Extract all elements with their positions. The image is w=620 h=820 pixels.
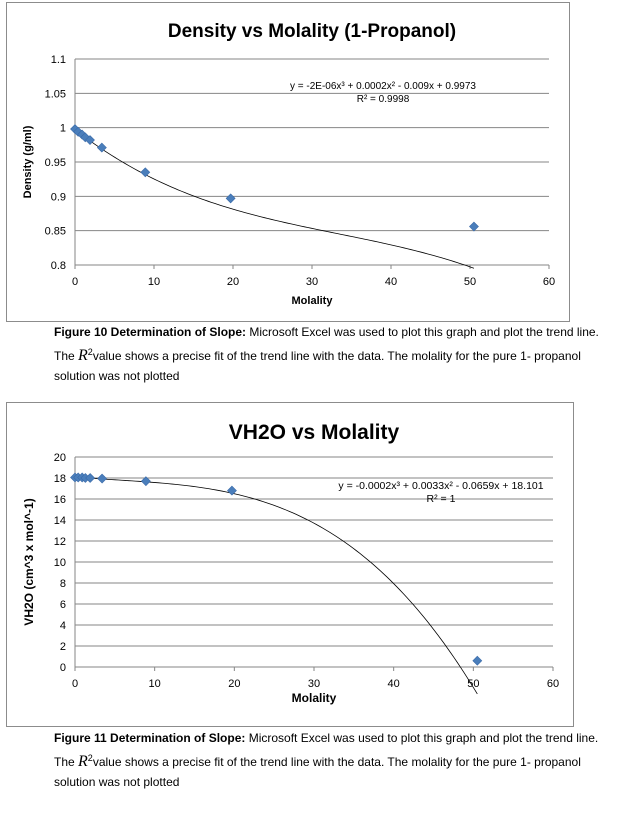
trendline xyxy=(74,476,478,695)
y-tick-label: 0.9 xyxy=(51,191,66,203)
x-tick-label: 30 xyxy=(308,678,320,690)
x-tick-label: 60 xyxy=(543,276,555,288)
y-axis-label: Density (g/ml) xyxy=(22,125,34,198)
x-tick-label: 40 xyxy=(385,276,397,288)
x-tick-label: 50 xyxy=(467,678,479,690)
data-point xyxy=(225,193,236,204)
trendline-equation: y = -2E-06x³ + 0.0002x² - 0.009x + 0.997… xyxy=(290,81,476,92)
y-axis-label: VH2O (cm^3 x mol^-1) xyxy=(22,498,36,625)
figure-11-caption: Figure 11 Determination of Slope: Micros… xyxy=(54,728,614,792)
r-squared-symbol: R xyxy=(78,753,88,770)
y-tick-label: 18 xyxy=(54,473,66,485)
trendline xyxy=(74,129,475,269)
data-point xyxy=(227,485,237,496)
caption-text-a: Microsoft Excel was used to plot this gr… xyxy=(54,325,599,363)
y-tick-label: 2 xyxy=(60,641,66,653)
y-tick-label: 20 xyxy=(54,452,66,464)
r-squared-exponent: 2 xyxy=(87,753,93,763)
y-tick-label: 0 xyxy=(60,662,66,674)
y-tick-label: 1 xyxy=(60,123,66,135)
y-tick-label: 0.95 xyxy=(45,157,66,169)
r-squared-exponent: 2 xyxy=(87,347,93,357)
x-axis-label: Molality xyxy=(292,691,337,705)
chart-title: VH2O vs Molality xyxy=(229,421,400,444)
vh2o-chart-svg: VH2O vs Molality 0 2 4 6 8 10 12 14 16 18 20 0 10 20 30… xyxy=(22,421,559,705)
density-chart: Density vs Molality (1-Propanol) 0.8 0.85 0… xyxy=(6,2,570,322)
y-tick-label: 16 xyxy=(54,494,66,506)
data-point xyxy=(85,473,96,483)
caption-text-b: value shows a precise fit of the trend l… xyxy=(54,755,581,789)
y-tick-label: 10 xyxy=(54,557,66,569)
y-tick-label: 12 xyxy=(54,536,66,548)
y-tick-label: 0.85 xyxy=(45,226,66,238)
data-point xyxy=(140,476,151,487)
x-tick-label: 60 xyxy=(547,678,559,690)
y-tick-label: 1.05 xyxy=(45,88,66,100)
caption-label: Figure 11 Determination of Slope: xyxy=(54,731,246,745)
chart-title: Density vs Molality (1-Propanol) xyxy=(168,21,456,42)
caption-text-b: value shows a precise fit of the trend l… xyxy=(54,349,581,383)
x-tick-label: 0 xyxy=(72,678,78,690)
x-tick-label: 30 xyxy=(306,276,318,288)
figure-10-caption: Figure 10 Determination of Slope: Micros… xyxy=(54,322,614,386)
data-point xyxy=(97,473,108,484)
x-tick-label: 40 xyxy=(388,678,400,690)
x-tick-label: 10 xyxy=(149,678,161,690)
data-point xyxy=(472,655,483,666)
data-point xyxy=(96,142,107,153)
x-axis-label: Molality xyxy=(292,295,334,307)
trendline-equation: y = -0.0002x³ + 0.0033x² - 0.0659x + 18.… xyxy=(338,480,543,492)
y-tick-label: 0.8 xyxy=(51,260,66,272)
x-tick-label: 0 xyxy=(72,276,78,288)
y-tick-label: 8 xyxy=(60,578,66,590)
x-tick-label: 10 xyxy=(148,276,160,288)
y-tick-label: 6 xyxy=(60,599,66,611)
vh2o-chart: VH2O vs Molality 0 2 4 6 8 10 12 14 16 18 20 0 10 20 30… xyxy=(6,402,574,727)
r-squared-symbol: R xyxy=(78,347,88,364)
data-point xyxy=(469,221,479,232)
y-tick-label: 14 xyxy=(54,515,66,527)
x-tick-label: 50 xyxy=(464,276,476,288)
y-tick-label: 4 xyxy=(60,620,66,632)
density-chart-svg: Density vs Molality (1-Propanol) 0.8 0.85 0… xyxy=(22,21,555,307)
data-point xyxy=(85,135,95,145)
y-tick-label: 1.1 xyxy=(51,54,66,66)
trendline-equation: R² = 1 xyxy=(427,493,456,505)
caption-label: Figure 10 Determination of Slope: xyxy=(54,325,247,339)
data-point xyxy=(140,167,151,178)
trendline-equation: R² = 0.9998 xyxy=(357,94,410,105)
x-tick-label: 20 xyxy=(228,678,240,690)
x-tick-label: 20 xyxy=(227,276,239,288)
caption-text-a: Microsoft Excel was used to plot this gr… xyxy=(54,731,599,769)
